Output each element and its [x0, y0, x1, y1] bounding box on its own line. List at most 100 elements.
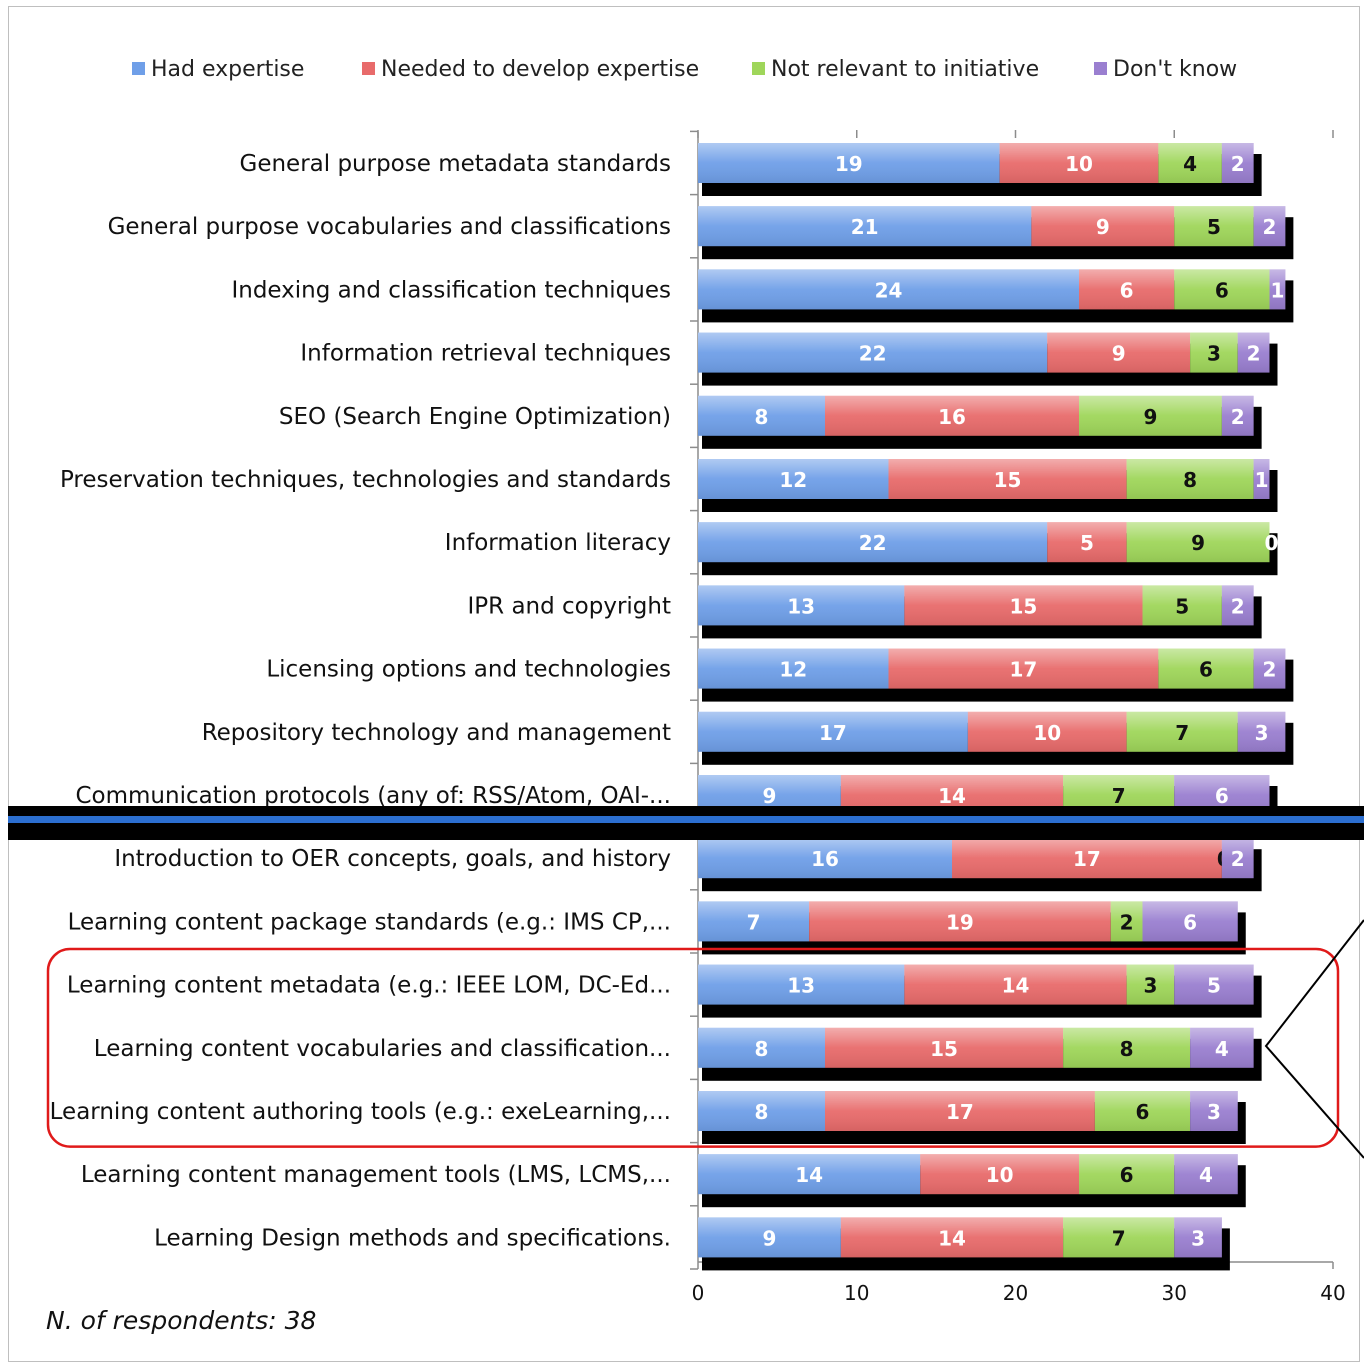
bar-shine: [825, 1027, 1064, 1068]
legend-label: Had expertise: [151, 57, 304, 82]
bar-shine: [1174, 206, 1254, 247]
data-label: 2: [1247, 342, 1261, 366]
category-label: Learning content metadata (e.g.: IEEE LO…: [67, 973, 671, 999]
bar-shine: [698, 901, 810, 942]
bar-shine: [698, 269, 1079, 310]
category-label: Learning content package standards (e.g.…: [68, 909, 671, 935]
bar-shine: [1237, 332, 1270, 373]
data-label: 14: [1002, 974, 1030, 998]
data-label: 7: [1112, 784, 1126, 808]
category-label: Communication protocols (any of: RSS/Ato…: [75, 783, 671, 809]
legend-swatch: [362, 62, 375, 75]
data-label: 9: [762, 784, 776, 808]
highlight-box: [46, 947, 1340, 1148]
bar-shine: [920, 1154, 1079, 1195]
annotations: [8, 806, 1364, 1159]
bar-shine: [1253, 459, 1270, 499]
bar-shine: [698, 395, 825, 436]
data-label: 17: [1073, 847, 1101, 871]
bar-shine: [1190, 1027, 1254, 1068]
data-label: 13: [787, 594, 815, 618]
x-tick-label: 30: [1162, 1281, 1187, 1305]
bar-shine: [840, 1217, 1064, 1258]
data-label: 10: [1033, 721, 1061, 745]
data-label: 8: [755, 1100, 769, 1124]
frame-border: [8, 6, 1360, 1362]
data-label: 6: [1215, 784, 1229, 808]
data-label: 14: [795, 1163, 823, 1187]
bars: 19 10 4 221 9 5 224 6 6 122 9 3 28 16 9 212 15 8 122 5 9 013 1…: [698, 143, 1294, 1271]
bar-shine: [952, 838, 1222, 879]
bar-shine: [1190, 1091, 1238, 1131]
data-label: 6: [1199, 658, 1213, 682]
data-label: 15: [994, 468, 1022, 492]
bar-shine: [809, 901, 1111, 942]
data-label: 14: [938, 1226, 966, 1250]
data-label: 8: [1120, 1037, 1134, 1061]
category-label: General purpose vocabularies and classif…: [108, 214, 671, 240]
bar-shine: [698, 648, 889, 689]
bar-shine: [904, 585, 1143, 626]
bar-shine: [1221, 143, 1254, 183]
bar-shine: [1126, 459, 1254, 499]
category-label: Indexing and classification techniques: [231, 277, 671, 303]
legend-label: Don't know: [1113, 57, 1237, 82]
bar-shine: [1269, 269, 1286, 310]
bar-shine: [1110, 901, 1143, 942]
data-label: 8: [755, 1037, 769, 1061]
bar-shine: [1174, 1154, 1238, 1195]
bar-shine: [1047, 522, 1127, 563]
bar-shine: [1174, 269, 1270, 310]
bar-shine: [698, 1154, 921, 1195]
bar-shine: [1126, 964, 1175, 1005]
data-label: 22: [859, 342, 887, 366]
bar-shine: [1253, 206, 1286, 247]
bar-shine: [825, 1091, 1095, 1131]
category-label: IPR and copyright: [468, 593, 672, 619]
bar-shine: [1253, 648, 1286, 689]
bar-shine: [698, 1217, 841, 1258]
bar-shine: [1158, 143, 1222, 183]
bar-shine: [1126, 711, 1238, 752]
data-label: 7: [1175, 721, 1189, 745]
bar-shine: [967, 711, 1127, 752]
data-label: 6: [1120, 1163, 1134, 1187]
bar-shine: [698, 1027, 825, 1068]
bar-shine: [825, 395, 1079, 436]
x-tick-label: 40: [1320, 1281, 1345, 1305]
data-label: 5: [1080, 531, 1094, 555]
x-tick-label: 20: [1003, 1281, 1028, 1305]
data-label: 12: [779, 468, 807, 492]
data-label: 4: [1215, 1037, 1229, 1061]
data-label: 4: [1183, 152, 1197, 176]
bar-shine: [1158, 648, 1254, 689]
data-label: 3: [1207, 342, 1221, 366]
data-label: 2: [1263, 658, 1277, 682]
category-label: Learning content vocabularies and classi…: [94, 1036, 671, 1062]
data-label: 10: [986, 1163, 1014, 1187]
data-label: 24: [875, 278, 903, 302]
legend: Had expertise Needed to develop expertise…: [132, 57, 1237, 82]
data-label: 19: [835, 152, 863, 176]
category-labels: General purpose metadata standards Genera…: [50, 151, 671, 1251]
bar-shine: [1237, 711, 1286, 752]
bar-shine: [1063, 1027, 1191, 1068]
data-label: 12: [779, 658, 807, 682]
data-label: 17: [1010, 658, 1038, 682]
data-label: 5: [1175, 594, 1189, 618]
category-label: Introduction to OER concepts, goals, and…: [114, 846, 671, 872]
data-label: 15: [1010, 594, 1038, 618]
data-label: 9: [1191, 531, 1205, 555]
bar-shine: [698, 1091, 825, 1131]
bar-shine: [1079, 269, 1175, 310]
bar-shine: [1031, 206, 1175, 247]
category-label: Learning content management tools (LMS, …: [81, 1162, 671, 1188]
bar-shine: [698, 332, 1048, 373]
category-label: General purpose metadata standards: [240, 151, 672, 177]
category-label: Information literacy: [445, 530, 671, 556]
data-label: 6: [1215, 278, 1229, 302]
data-label: 6: [1120, 278, 1134, 302]
bar-shine: [698, 585, 905, 626]
data-label: 9: [1112, 342, 1126, 366]
